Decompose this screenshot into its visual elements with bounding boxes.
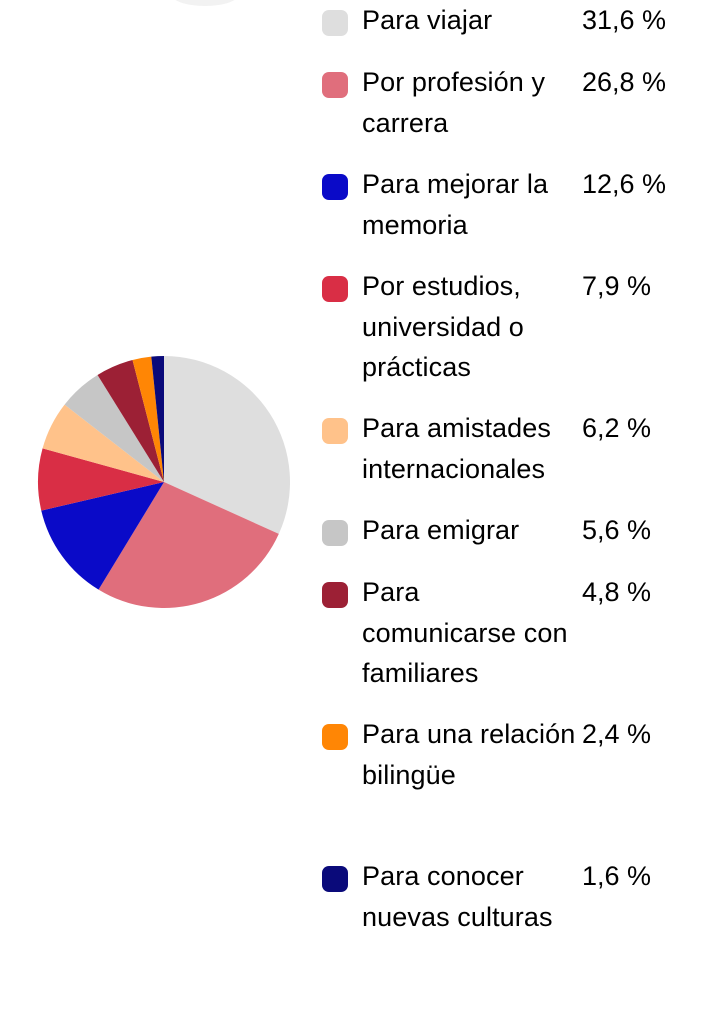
pie-slice-6 [64, 374, 164, 482]
pie-slice-2 [98, 482, 279, 609]
legend-value: 26,8 % [582, 67, 667, 97]
legend-label: Para viajar [362, 5, 493, 35]
legend-swatch [322, 418, 348, 444]
legend-swatch [322, 582, 348, 608]
legend-label: Para emigrar [362, 515, 520, 545]
pie-slice-8 [132, 356, 164, 482]
legend-label: Para una relación bilingüe [362, 719, 576, 790]
pie-slice-9 [151, 356, 164, 482]
legend-label: Para mejorar la memoria [362, 169, 549, 240]
legend-swatch [322, 866, 348, 892]
pie-slice-7 [97, 359, 164, 482]
pie-chart [37, 355, 291, 609]
pie-slice-1 [164, 356, 290, 534]
pie-svg [37, 356, 290, 609]
legend-value: 5,6 % [582, 515, 652, 545]
legend-label: Para amistades internacionales [362, 413, 551, 484]
legend-value: 4,8 % [582, 577, 652, 607]
legend-swatch [322, 520, 348, 546]
legend-swatch [322, 724, 348, 750]
decorative-shape [170, 0, 240, 6]
legend-label: Por estudios, universidad o prácticas [362, 271, 524, 382]
legend-swatch [322, 10, 348, 36]
legend-swatch [322, 72, 348, 98]
legend-value: 7,9 % [582, 271, 652, 301]
legend-value: 12,6 % [582, 169, 667, 199]
legend-value: 2,4 % [582, 719, 652, 749]
pie-slice-3 [41, 482, 164, 590]
legend-value: 1,6 % [582, 861, 652, 891]
pie-slice-4 [37, 448, 164, 511]
legend-value: 31,6 % [582, 5, 667, 35]
legend-label: Para conocer nuevas culturas [362, 861, 553, 932]
legend-value: 6,2 % [582, 413, 652, 443]
legend-label: Por profesión y carrera [362, 67, 546, 138]
pie-slice-5 [42, 404, 164, 482]
legend-label: Para comunicarse con familiares [362, 577, 568, 688]
legend-swatch [322, 276, 348, 302]
legend-swatch [322, 174, 348, 200]
